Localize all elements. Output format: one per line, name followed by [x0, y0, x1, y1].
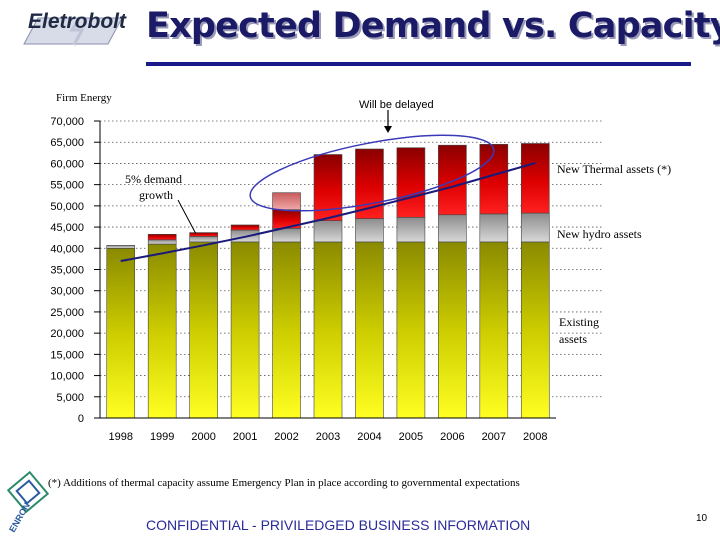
page-number: 10	[696, 513, 708, 524]
x-tick-label: 2004	[357, 431, 381, 443]
x-tick-label: 2000	[191, 431, 215, 443]
y-tick-label: 50,000	[50, 201, 84, 213]
y-tick-label: 60,000	[50, 158, 84, 170]
bar-existing-assets	[479, 241, 509, 419]
bar-new-hydro	[313, 220, 343, 243]
bar-existing-assets	[313, 241, 343, 419]
page-title: Expected Demand vs. Capacity	[146, 6, 720, 46]
x-tick-label: 1999	[150, 431, 174, 443]
title-underline	[146, 62, 691, 66]
bar-new-thermal	[230, 224, 260, 231]
bar-new-hydro	[396, 217, 426, 243]
bar-existing-assets	[520, 241, 550, 419]
bar-new-hydro	[189, 236, 218, 243]
y-tick-label: 20,000	[50, 328, 84, 340]
bar-existing-assets	[230, 241, 260, 419]
will-be-delayed-label: Will be delayed	[359, 99, 434, 111]
bar-new-thermal	[396, 147, 426, 218]
bar-new-hydro	[355, 218, 384, 243]
bar-existing-assets	[355, 241, 384, 419]
x-tick-label: 2006	[440, 431, 464, 443]
demand-growth-line	[120, 162, 536, 262]
y-axis-ticks: 0 5,000 10,000 15,000 20,000 25,000 30,000 35,0…	[50, 116, 100, 425]
y-tick-label: 65,000	[50, 137, 84, 149]
firm-energy-label: Firm Energy	[56, 92, 112, 104]
bar-new-thermal	[479, 144, 509, 215]
y-tick-label: 15,000	[50, 349, 84, 361]
x-axis-ticks: 1998 1999 2000 2001 2002 2003 2004 2005 2006 2007…	[108, 431, 547, 443]
bars	[106, 143, 550, 419]
confidential-notice: CONFIDENTIAL - PRIVILEDGED BUSINESS INFO…	[146, 517, 531, 533]
y-tick-label: 30,000	[50, 286, 84, 298]
new-hydro-label: New hydro assets	[557, 227, 642, 241]
bar-new-hydro	[520, 212, 550, 243]
bar-new-thermal	[520, 143, 550, 214]
x-tick-label: 2001	[233, 431, 257, 443]
x-tick-label: 2007	[482, 431, 506, 443]
bar-existing-assets	[106, 247, 136, 419]
enron-logo	[6, 470, 50, 514]
bar-new-thermal	[147, 233, 177, 241]
bar-new-hydro	[438, 214, 467, 243]
bar-will-be-delayed	[272, 192, 301, 210]
y-tick-label: 0	[78, 413, 84, 425]
x-tick-label: 2005	[399, 431, 423, 443]
x-tick-label: 2003	[316, 431, 340, 443]
y-tick-label: 40,000	[50, 243, 84, 255]
bar-new-thermal	[189, 232, 218, 237]
y-tick-label: 5,000	[56, 392, 84, 404]
bar-existing-assets	[272, 241, 301, 419]
bar-existing-assets	[189, 241, 218, 419]
y-tick-label: 45,000	[50, 222, 84, 234]
footnote: (*) Additions of thermal capacity assume…	[48, 477, 520, 489]
enron-logo-text: ENRON	[7, 501, 32, 534]
existing-label-line2: assets	[559, 332, 587, 346]
demand-label-line2: growth	[139, 188, 173, 202]
y-tick-label: 70,000	[50, 116, 84, 128]
existing-label-line1: Existing	[559, 315, 599, 329]
bar-new-thermal	[438, 144, 467, 216]
y-tick-label: 25,000	[50, 307, 84, 319]
x-tick-label: 1998	[108, 431, 132, 443]
eletrobolt-logo	[23, 16, 123, 46]
bar-new-hydro	[147, 239, 177, 245]
y-tick-label: 55,000	[50, 180, 84, 192]
bar-existing-assets	[438, 241, 467, 419]
bar-existing-assets	[396, 241, 426, 419]
x-tick-label: 2002	[274, 431, 298, 443]
logo-text: Eletrobolt	[28, 10, 126, 33]
x-tick-label: 2008	[523, 431, 547, 443]
bar-new-hydro	[479, 213, 509, 243]
new-thermal-label: New Thermal assets (*)	[557, 162, 671, 176]
y-tick-label: 10,000	[50, 371, 84, 383]
demand-pointer	[177, 199, 197, 235]
delayed-arrowhead	[384, 126, 392, 133]
bar-new-hydro	[106, 245, 136, 249]
y-tick-label: 35,000	[50, 265, 84, 277]
bar-existing-assets	[147, 243, 177, 419]
demand-label-line1: 5% demand	[125, 172, 182, 186]
delayed-ellipse	[249, 134, 495, 212]
